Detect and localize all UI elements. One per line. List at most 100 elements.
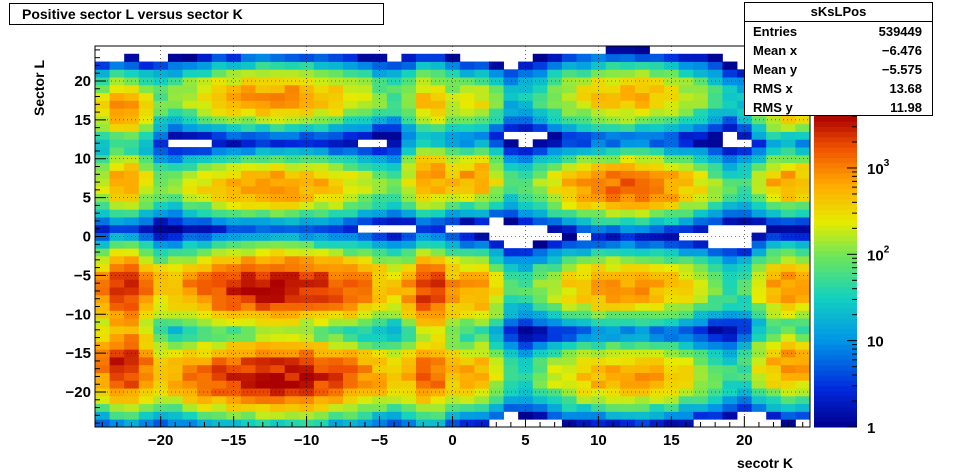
heatmap-cell: [138, 209, 154, 218]
heatmap-cell: [634, 372, 650, 381]
heatmap-cell: [343, 349, 359, 358]
heatmap-cell: [284, 139, 300, 148]
heatmap-cell: [693, 248, 709, 257]
heatmap-cell: [547, 294, 563, 303]
heatmap-cell: [693, 279, 709, 288]
heatmap-cell: [167, 123, 183, 132]
heatmap-cell: [430, 248, 446, 257]
heatmap-cell: [138, 178, 154, 187]
heatmap-cell: [197, 209, 213, 218]
heatmap-cell: [547, 217, 563, 226]
heatmap-cell: [474, 357, 490, 366]
heatmap-cell: [211, 325, 227, 335]
heatmap-cell: [124, 131, 140, 140]
heatmap-cell: [649, 263, 665, 272]
heatmap-cell: [211, 403, 227, 412]
palette-step: [814, 235, 857, 241]
heatmap-cell: [620, 357, 636, 366]
heatmap-cell: [576, 61, 592, 70]
heatmap-cell: [255, 217, 271, 226]
heatmap-cell: [270, 170, 286, 179]
heatmap-cell: [211, 201, 227, 210]
heatmap-cell: [124, 123, 140, 132]
heatmap-cell: [532, 123, 548, 132]
heatmap-cell: [270, 364, 286, 373]
palette-step: [814, 131, 857, 138]
heatmap-cell: [182, 294, 198, 303]
palette-step: [814, 302, 857, 309]
heatmap-cell: [620, 147, 636, 156]
heatmap-cell: [270, 232, 286, 241]
heatmap-cell: [153, 248, 169, 257]
heatmap-cell: [109, 333, 125, 342]
heatmap-cell: [343, 333, 359, 342]
heatmap-cell: [561, 364, 577, 373]
heatmap-cell: [240, 100, 256, 109]
heatmap-cell: [182, 232, 198, 241]
heatmap-cell: [532, 69, 548, 78]
heatmap-cell: [780, 403, 796, 412]
heatmap-cell: [167, 108, 183, 117]
heatmap-cell: [182, 77, 198, 86]
heatmap-cell: [138, 154, 154, 164]
heatmap-cell: [780, 178, 796, 187]
heatmap-cell: [255, 185, 271, 195]
palette-step: [814, 219, 857, 226]
heatmap-cell: [430, 271, 446, 280]
heatmap-cell: [678, 287, 694, 296]
heatmap-cell: [430, 240, 446, 249]
heatmap-cell: [620, 162, 636, 171]
heatmap-cell: [95, 333, 110, 342]
heatmap-cell: [416, 108, 432, 117]
heatmap-cell: [197, 364, 213, 373]
heatmap-cell: [518, 61, 534, 70]
heatmap-cell: [124, 279, 140, 288]
heatmap-cell: [386, 357, 402, 366]
heatmap-cell: [591, 395, 607, 405]
heatmap-cell: [766, 131, 782, 140]
heatmap-cell: [299, 240, 315, 249]
heatmap-cell: [197, 100, 213, 109]
heatmap-cell: [226, 84, 242, 94]
heatmap-cell: [284, 92, 300, 101]
heatmap-cell: [430, 302, 446, 311]
heatmap-cell: [240, 325, 256, 335]
heatmap-cell: [488, 255, 504, 265]
heatmap-cell: [226, 92, 242, 101]
heatmap-cell: [386, 403, 402, 412]
heatmap-cell: [693, 170, 709, 179]
heatmap-cell: [153, 388, 169, 397]
heatmap-cell: [343, 302, 359, 311]
heatmap-cell: [284, 209, 300, 218]
heatmap-cell: [707, 170, 723, 179]
heatmap-cell: [737, 248, 753, 257]
heatmap-cell: [124, 178, 140, 187]
heatmap-cell: [343, 123, 359, 132]
heatmap-cell: [386, 170, 402, 179]
heatmap-cell: [153, 255, 169, 265]
heatmap-cell: [605, 185, 621, 195]
heatmap-cell: [722, 61, 738, 70]
heatmap-cell: [707, 209, 723, 218]
heatmap-cell: [503, 372, 519, 381]
heatmap-cell: [270, 69, 286, 78]
heatmap-cell: [634, 217, 650, 226]
heatmap-cell: [664, 100, 680, 109]
heatmap-cell: [386, 84, 402, 94]
heatmap-cell: [795, 255, 811, 265]
heatmap-cell: [634, 349, 650, 358]
heatmap-cell: [532, 372, 548, 381]
heatmap-cell: [737, 357, 753, 366]
x-tick-label: 10: [590, 432, 607, 449]
heatmap-cell: [430, 380, 446, 389]
heatmap-cell: [780, 302, 796, 311]
heatmap-cell: [416, 248, 432, 257]
heatmap-cell: [693, 388, 709, 397]
heatmap-cell: [518, 349, 534, 358]
heatmap-cell: [547, 325, 563, 335]
heatmap-cell: [722, 403, 738, 412]
heatmap-cell: [605, 232, 621, 241]
heatmap-cell: [357, 92, 373, 101]
heatmap-cell: [561, 61, 577, 70]
heatmap-cell: [576, 271, 592, 280]
